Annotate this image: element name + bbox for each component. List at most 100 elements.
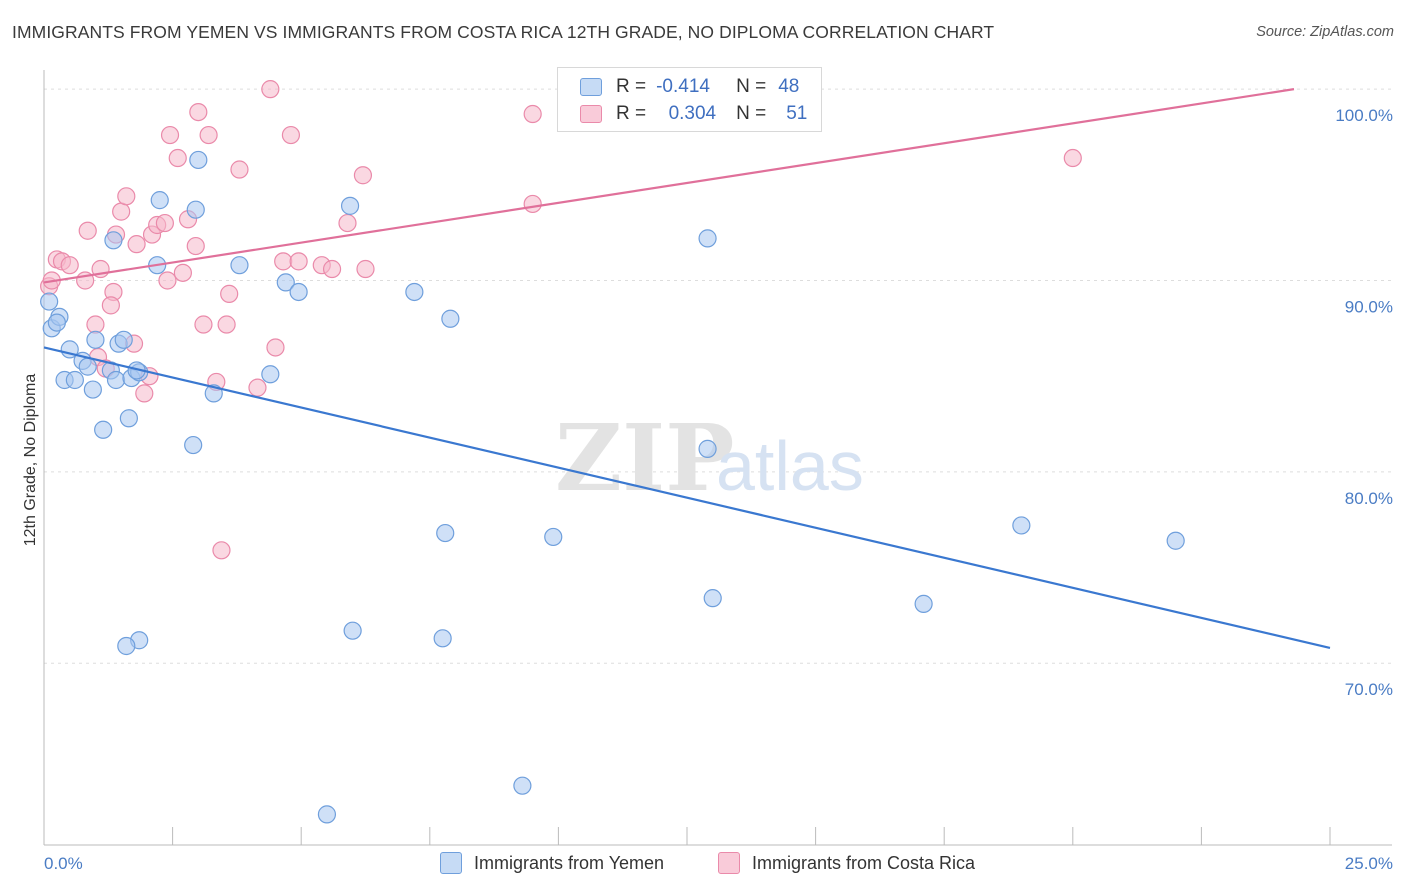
- yemen-point: [86, 330, 105, 349]
- legend-label-costa-rica: Immigrants from Costa Rica: [752, 852, 976, 873]
- legend-swatch-yemen: [440, 852, 462, 874]
- costa-rica-point: [261, 80, 280, 99]
- legend-row-costa-rica: R = 0.304 N = 51: [580, 101, 807, 127]
- series-legend: Immigrants from Yemen Immigrants from Co…: [0, 852, 1406, 876]
- yemen-point: [261, 365, 280, 384]
- yemen-point: [340, 196, 360, 215]
- yemen-point: [703, 589, 722, 608]
- costa-rica-point: [78, 221, 97, 240]
- legend-n-value: 51: [786, 103, 808, 124]
- costa-rica-point: [112, 202, 131, 221]
- yemen-point: [65, 370, 84, 390]
- axes: [43, 70, 1392, 846]
- costa-rica-point: [230, 160, 249, 179]
- legend-swatch-yemen: [580, 78, 602, 96]
- costa-rica-points: [40, 80, 1082, 560]
- costa-rica-point: [266, 338, 285, 357]
- costa-rica-point: [117, 187, 136, 206]
- yemen-point: [184, 435, 203, 455]
- yemen-point: [119, 409, 138, 428]
- costa-rica-point: [189, 102, 208, 122]
- costa-rica-point: [160, 125, 180, 145]
- yemen-point: [94, 420, 113, 439]
- costa-rica-point: [1063, 148, 1082, 168]
- costa-rica-point: [217, 315, 236, 334]
- costa-rica-point: [199, 125, 218, 145]
- yemen-point: [433, 629, 452, 648]
- y-tick-label: 70.0%: [1345, 680, 1393, 699]
- costa-rica-point: [281, 125, 301, 145]
- watermark-atlas: atlas: [716, 427, 864, 505]
- legend-swatch-costa-rica: [718, 852, 740, 874]
- legend-row-yemen: R = -0.414 N = 48: [580, 74, 799, 100]
- costa-rica-point: [220, 284, 239, 303]
- yemen-point: [289, 282, 308, 302]
- legend-n-label: N =: [736, 76, 767, 97]
- yemen-point: [117, 636, 136, 656]
- watermark: ZIP atlas: [555, 404, 864, 512]
- legend-r-value: 0.304: [668, 103, 717, 124]
- costa-rica-point: [212, 541, 231, 560]
- costa-rica-point: [523, 194, 542, 214]
- legend-item-costa-rica: Immigrants from Costa Rica: [718, 852, 975, 874]
- yemen-point: [441, 309, 460, 328]
- yemen-point: [1012, 516, 1031, 535]
- costa-rica-point: [168, 148, 187, 168]
- costa-rica-point: [186, 236, 205, 256]
- costa-rica-point: [86, 315, 105, 334]
- yemen-trend-line: [43, 346, 1331, 649]
- legend-n-label: N =: [736, 103, 767, 124]
- costa-rica-point: [101, 296, 120, 315]
- chart-title: IMMIGRANTS FROM YEMEN VS IMMIGRANTS FROM…: [12, 22, 995, 42]
- stats-legend: R = -0.414 N = 48 R = 0.304 N = 51: [557, 67, 822, 132]
- yemen-point: [114, 330, 133, 349]
- y-tick-label: 80.0%: [1345, 489, 1393, 508]
- yemen-point: [698, 229, 717, 248]
- costa-rica-point: [322, 259, 342, 279]
- costa-rica-point: [158, 271, 177, 290]
- yemen-point: [276, 273, 295, 292]
- legend-swatch-costa-rica: [580, 105, 602, 123]
- costa-rica-point: [353, 166, 373, 185]
- costa-rica-point: [289, 252, 308, 271]
- legend-r-label: R =: [616, 76, 647, 97]
- yemen-point: [78, 357, 97, 376]
- costa-rica-point: [356, 259, 375, 279]
- yemen-point: [189, 150, 208, 170]
- yemen-point: [47, 313, 66, 332]
- tick-labels: 100.0% 90.0% 80.0% 70.0% 0.0% 25.0%: [44, 106, 1393, 873]
- legend-label-yemen: Immigrants from Yemen: [474, 852, 665, 873]
- yemen-point: [317, 805, 337, 824]
- yemen-point: [40, 292, 59, 311]
- yemen-point: [150, 191, 169, 210]
- y-tick-label: 90.0%: [1345, 297, 1393, 316]
- costa-rica-point: [127, 235, 146, 254]
- yemen-point: [698, 439, 717, 458]
- yemen-point: [186, 200, 205, 219]
- yemen-point: [436, 523, 455, 543]
- yemen-point: [914, 594, 933, 613]
- costa-rica-point: [274, 252, 293, 271]
- legend-r-value: -0.414: [656, 76, 710, 97]
- legend-r-label: R =: [616, 103, 647, 124]
- costa-rica-point: [248, 378, 267, 397]
- costa-rica-point: [135, 384, 154, 403]
- costa-rica-point: [338, 213, 357, 233]
- costa-rica-point: [173, 263, 192, 282]
- yemen-points: [40, 150, 1185, 824]
- yemen-point: [83, 380, 102, 399]
- costa-rica-point: [523, 104, 542, 124]
- yemen-point: [544, 527, 563, 547]
- costa-rica-trend-line: [43, 88, 1295, 284]
- yemen-point: [106, 370, 126, 390]
- yemen-point: [343, 621, 362, 640]
- yemen-point: [1166, 531, 1185, 550]
- yemen-point: [230, 256, 249, 275]
- yemen-point: [405, 282, 424, 302]
- legend-n-value: 48: [778, 76, 800, 97]
- legend-item-yemen: Immigrants from Yemen: [440, 852, 664, 874]
- x-tick-label: 25.0%: [1345, 854, 1393, 873]
- source-credit: Source: ZipAtlas.com: [1256, 24, 1394, 40]
- costa-rica-point: [194, 315, 213, 334]
